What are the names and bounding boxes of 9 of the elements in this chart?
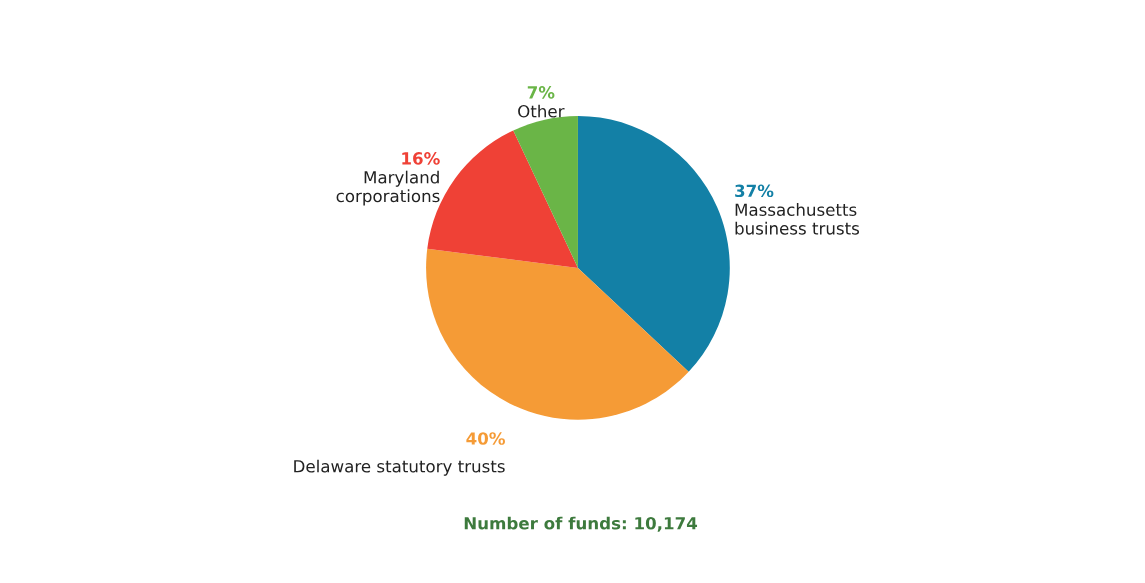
slice-label: Massachusetts business trusts	[735, 203, 860, 235]
data-label: 40%	[466, 432, 505, 445]
slice-label: Delaware statutory trusts	[294, 459, 505, 476]
data-label: 16%	[402, 152, 440, 165]
slice-label: Other	[518, 104, 565, 118]
data-label: 37%	[735, 184, 774, 198]
data-label: 7%	[527, 86, 555, 99]
slice-label: Maryland corporations	[336, 170, 440, 206]
text: Number of funds: 10,174	[464, 516, 698, 532]
